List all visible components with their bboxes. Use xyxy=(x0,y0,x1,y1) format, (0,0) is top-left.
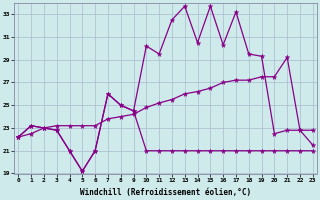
X-axis label: Windchill (Refroidissement éolien,°C): Windchill (Refroidissement éolien,°C) xyxy=(80,188,251,197)
